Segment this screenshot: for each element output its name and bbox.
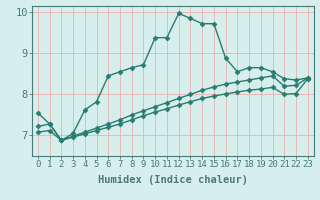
- X-axis label: Humidex (Indice chaleur): Humidex (Indice chaleur): [98, 175, 248, 185]
